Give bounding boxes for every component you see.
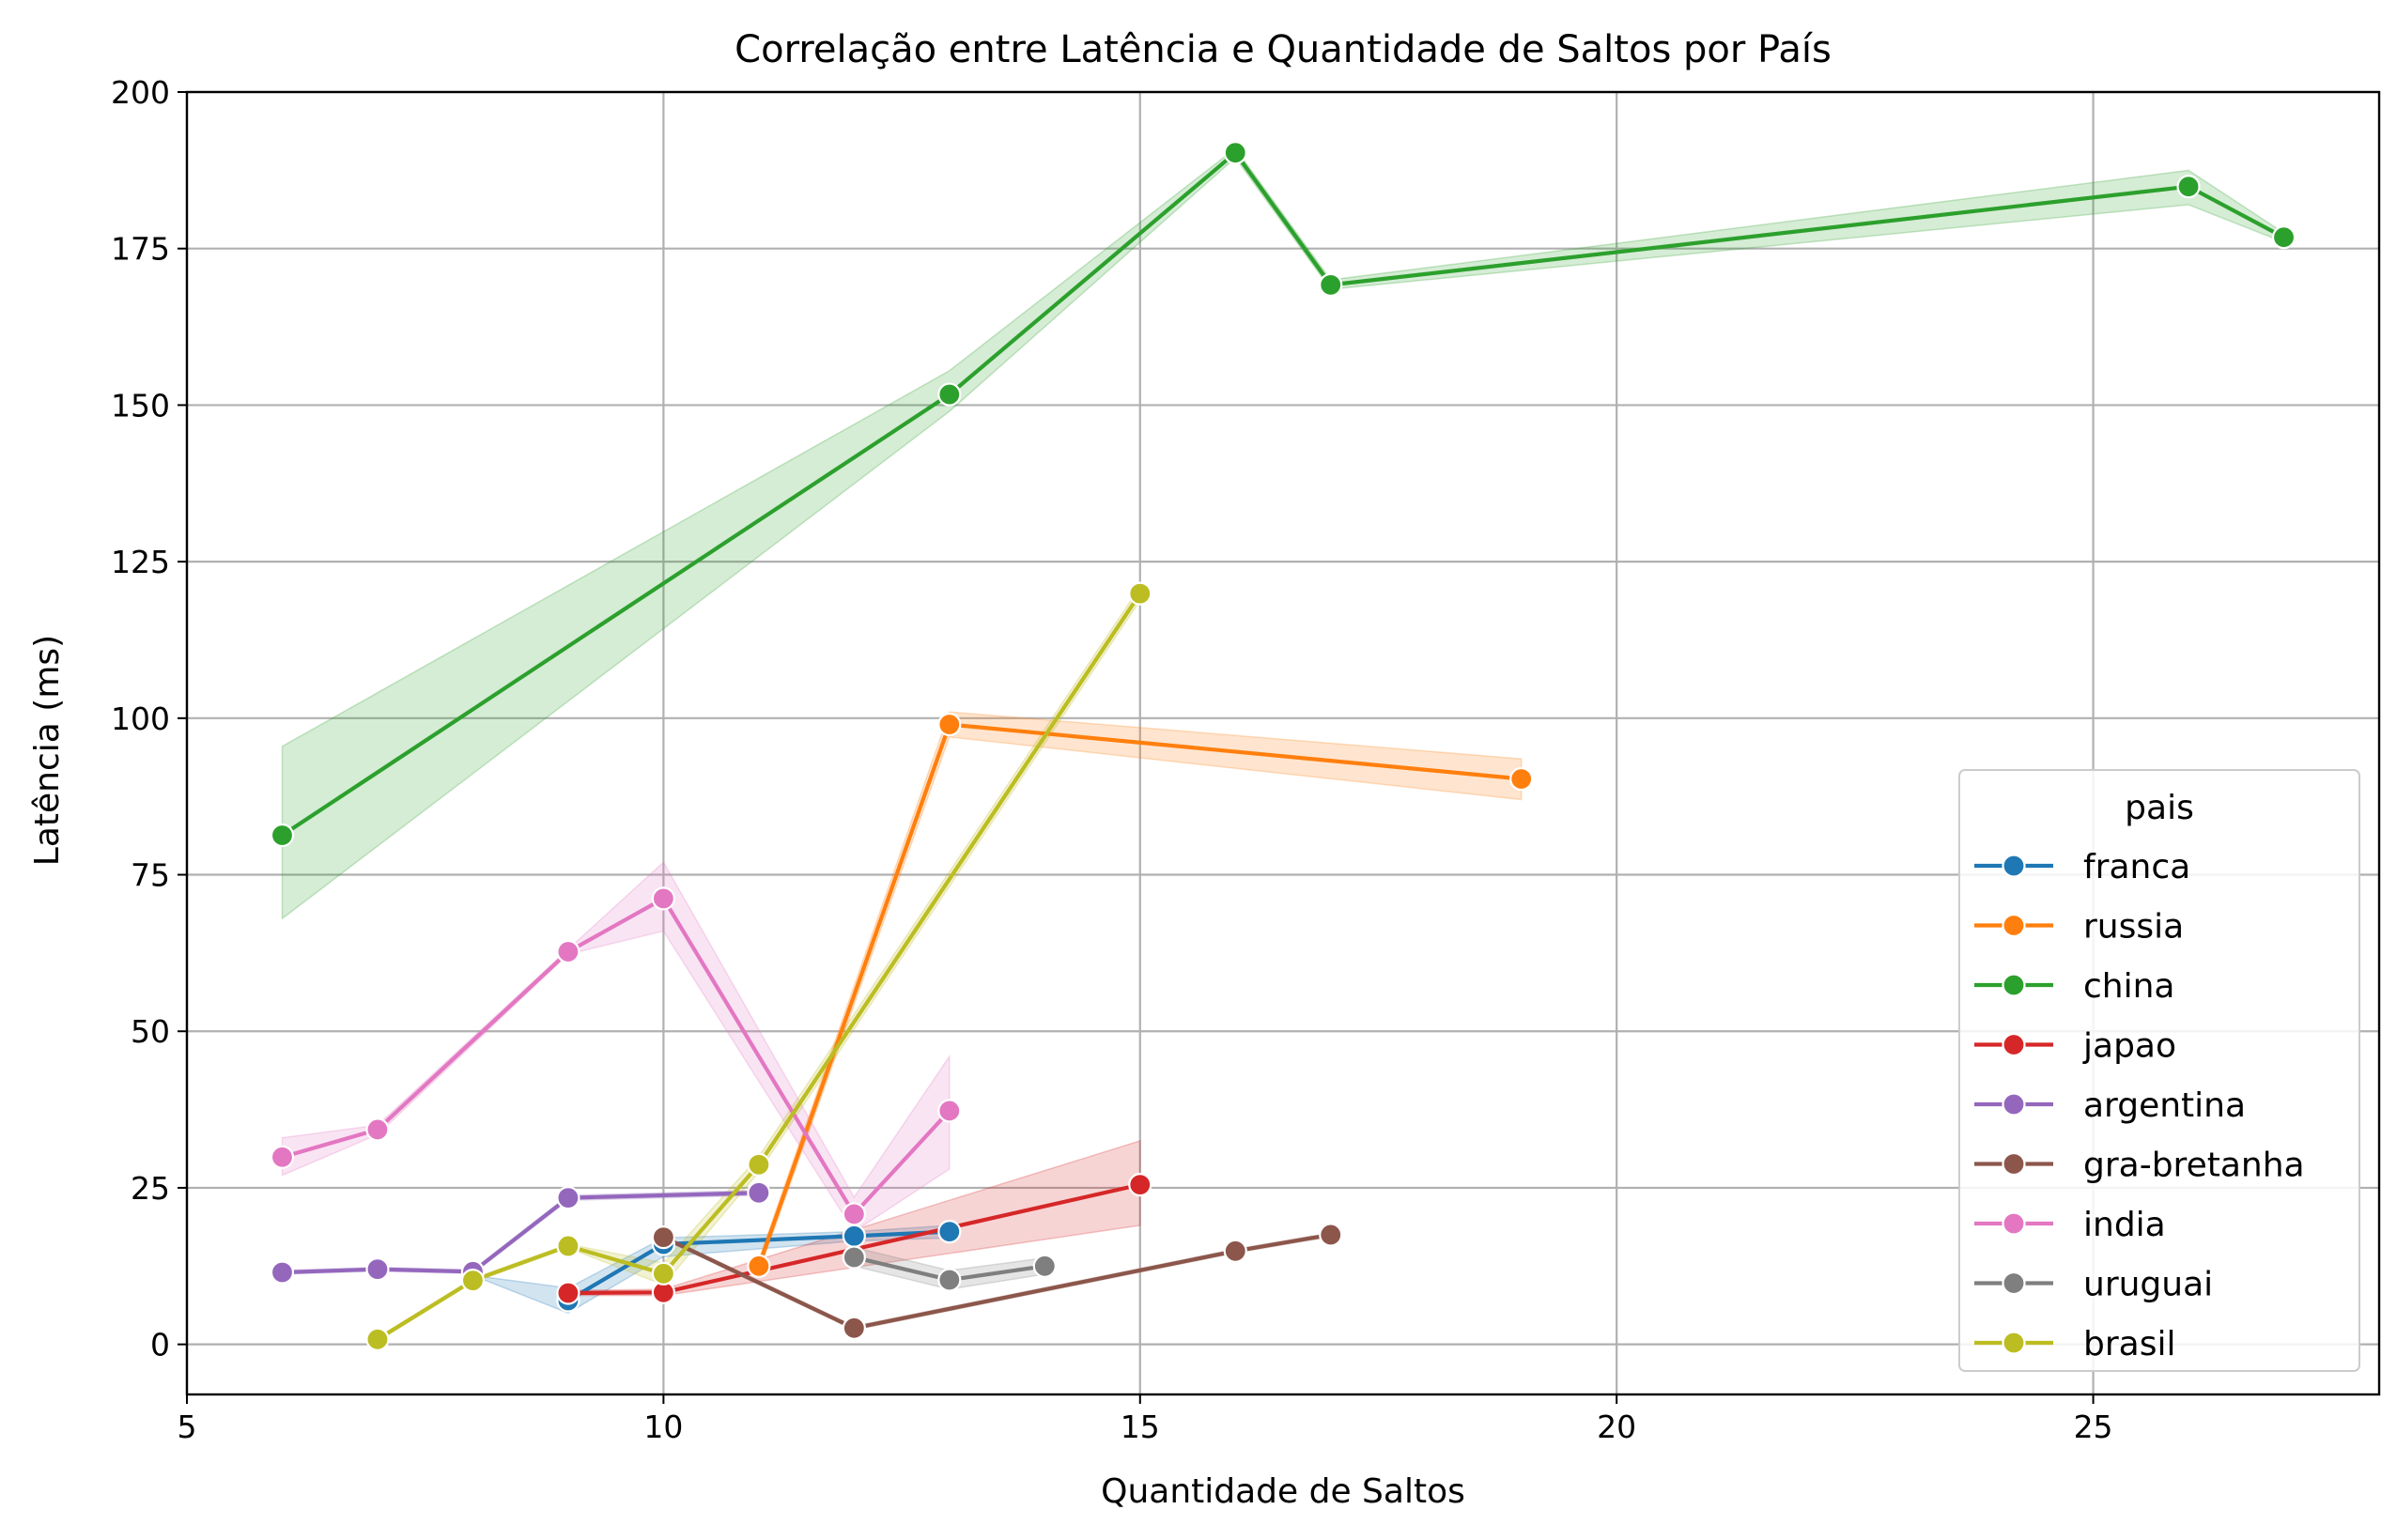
x-tick-label: 5 <box>178 1409 197 1445</box>
line-china <box>280 150 2286 838</box>
point-argentina <box>747 1180 771 1205</box>
point-japao <box>1128 1173 1152 1197</box>
legend-marker-brasil <box>2002 1331 2026 1355</box>
y-tick-label: 0 <box>150 1327 170 1363</box>
point-gra-bretanha <box>651 1225 675 1250</box>
legend-label-uruguai: uruguai <box>2083 1266 2213 1304</box>
point-china <box>270 823 295 848</box>
x-tick-label: 10 <box>643 1409 683 1445</box>
line-gra-bretanha <box>661 1232 1333 1331</box>
legend-label-franca: franca <box>2083 848 2190 886</box>
y-tick-label: 200 <box>111 74 170 111</box>
x-tick-label: 25 <box>2074 1409 2113 1445</box>
x-tick-label: 20 <box>1597 1409 1636 1445</box>
legend-marker-india <box>2002 1211 2026 1236</box>
y-tick-label: 125 <box>111 544 170 580</box>
legend-label-russia: russia <box>2083 908 2184 947</box>
point-china <box>2176 175 2201 199</box>
legend-marker-franca <box>2002 854 2026 878</box>
y-tick-label: 75 <box>131 857 170 894</box>
point-brasil <box>1128 581 1152 606</box>
y-tick-label: 150 <box>111 387 170 424</box>
point-argentina <box>365 1257 390 1282</box>
point-india <box>365 1117 390 1142</box>
point-uruguai <box>1032 1254 1057 1278</box>
legend-label-argentina: argentina <box>2083 1086 2246 1125</box>
series-markers <box>270 141 2296 1351</box>
legend-marker-japao <box>2002 1032 2026 1057</box>
point-franca <box>842 1224 866 1248</box>
legend-label-india: india <box>2083 1206 2166 1244</box>
y-tick-label: 100 <box>111 701 170 737</box>
x-tick-label: 15 <box>1121 1409 1160 1445</box>
legend: pais franca russia china japao argentina gra-b… <box>1958 769 2360 1372</box>
chart-title: Correlação entre Latência e Quantidade d… <box>735 28 1832 71</box>
point-india <box>270 1145 295 1169</box>
y-tick-label: 25 <box>131 1170 170 1207</box>
legend-marker-gra-bretanha <box>2002 1151 2026 1177</box>
legend-marker-china <box>2002 973 2026 997</box>
point-gra-bretanha <box>842 1316 866 1340</box>
point-russia <box>747 1254 771 1278</box>
legend-title: pais <box>2125 789 2194 827</box>
y-tick-label: 175 <box>111 231 170 268</box>
legend-box <box>1958 769 2360 1372</box>
line-brasil <box>375 592 1142 1342</box>
legend-label-china: china <box>2083 967 2175 1006</box>
legend-marker-russia <box>2002 913 2026 938</box>
line-franca <box>565 1229 951 1303</box>
point-argentina <box>270 1260 295 1285</box>
plot-frame <box>185 90 2381 1396</box>
point-russia <box>937 712 962 737</box>
legend-label-japao: japao <box>2082 1027 2176 1066</box>
point-india <box>937 1099 962 1123</box>
point-china <box>937 382 962 407</box>
point-uruguai <box>842 1245 866 1270</box>
point-brasil <box>651 1261 675 1286</box>
x-axis-ticks: 5 10 15 20 25 <box>178 1394 2113 1445</box>
y-axis-label: Latência (ms) <box>28 635 67 866</box>
legend-label-brasil: brasil <box>2083 1325 2175 1363</box>
point-india <box>651 886 675 911</box>
point-china <box>1223 141 1247 165</box>
y-axis-ticks: 0 25 50 75 100 125 150 175 200 <box>111 74 187 1363</box>
y-tick-label: 50 <box>131 1013 170 1050</box>
legend-marker-argentina <box>2002 1092 2026 1116</box>
point-brasil <box>747 1152 771 1177</box>
point-china <box>1319 272 1343 297</box>
legend-label-gra-bretanha: gra-bretanha <box>2083 1147 2305 1185</box>
point-brasil <box>460 1269 486 1293</box>
point-russia <box>1509 766 1534 792</box>
point-uruguai <box>937 1268 962 1292</box>
point-india <box>556 939 580 964</box>
point-japao <box>556 1281 580 1305</box>
point-india <box>842 1202 866 1226</box>
point-franca <box>937 1220 962 1244</box>
point-brasil <box>556 1234 580 1258</box>
legend-marker-uruguai <box>2002 1270 2026 1296</box>
point-gra-bretanha <box>1223 1239 1247 1263</box>
line-india <box>280 896 951 1217</box>
point-argentina <box>556 1186 580 1210</box>
point-gra-bretanha <box>1319 1223 1343 1247</box>
x-axis-label: Quantidade de Saltos <box>1101 1472 1465 1511</box>
point-china <box>2271 225 2296 250</box>
point-brasil <box>365 1327 390 1351</box>
